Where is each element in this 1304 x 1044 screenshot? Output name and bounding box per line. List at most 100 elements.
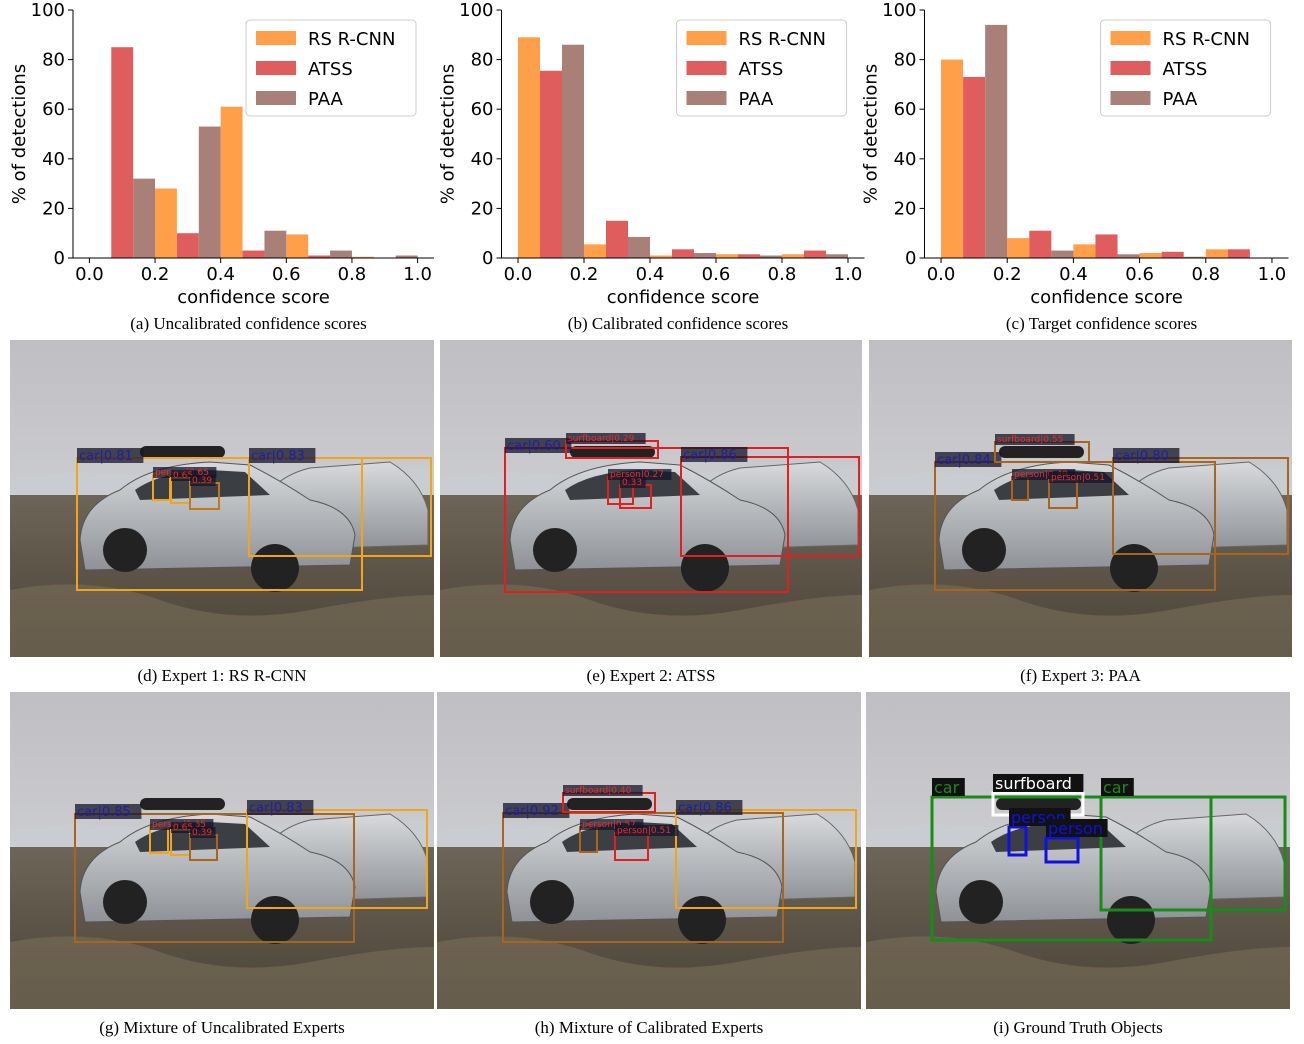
box-label-bg bbox=[77, 448, 144, 463]
bar bbox=[1117, 254, 1140, 258]
photo-wheel bbox=[962, 528, 1006, 572]
photo-panel: car|0.84 car|0.80 surfboard|0.55 person|0.4… bbox=[869, 340, 1292, 657]
bar bbox=[941, 59, 964, 258]
legend-swatch bbox=[1110, 61, 1151, 75]
x-tick-label: 1.0 bbox=[834, 264, 863, 285]
bounding-box bbox=[74, 813, 355, 943]
box-label: surfboard|0.40 bbox=[565, 786, 632, 796]
box-label-bg bbox=[505, 438, 572, 453]
box-label-bg bbox=[676, 800, 743, 815]
box-label-bg bbox=[1012, 469, 1076, 480]
photo-wheel bbox=[1107, 896, 1155, 944]
photo-panel: car|0.60 car|0.86 surfboard|0.29 person|0.2… bbox=[440, 340, 862, 657]
box-label: car|0.92 bbox=[505, 804, 559, 819]
bounding-box bbox=[504, 447, 789, 593]
bounding-box bbox=[1007, 825, 1028, 857]
bar bbox=[220, 106, 243, 258]
box-label: car|0.60 bbox=[507, 439, 561, 454]
bounding-box bbox=[1099, 795, 1287, 912]
box-label: car|0.83 bbox=[249, 801, 303, 816]
y-tick-label: 40 bbox=[471, 149, 494, 170]
bar bbox=[804, 250, 826, 258]
x-tick-label: 0.0 bbox=[75, 264, 104, 285]
box-label-bg bbox=[615, 825, 679, 836]
y-tick-label: 80 bbox=[42, 50, 65, 71]
box-label-bg bbox=[1113, 448, 1180, 463]
bar bbox=[308, 255, 331, 258]
box-label-bg bbox=[503, 803, 570, 818]
legend-label: PAA bbox=[308, 89, 344, 110]
x-tick-label: 0.8 bbox=[768, 264, 797, 285]
caption: (e) Expert 2: ATSS bbox=[587, 666, 716, 685]
bar bbox=[518, 37, 540, 258]
legend-label: ATSS bbox=[739, 59, 784, 80]
box-label-bg bbox=[608, 469, 672, 480]
x-tick-label: 0.0 bbox=[504, 264, 533, 285]
y-tick-label: 40 bbox=[894, 149, 917, 170]
legend-label: PAA bbox=[739, 89, 775, 110]
bar bbox=[1227, 249, 1250, 258]
y-axis-label: % of detections bbox=[438, 64, 459, 204]
bar bbox=[694, 253, 716, 258]
x-tick-label: 0.4 bbox=[1059, 264, 1088, 285]
photo-wheel bbox=[103, 880, 147, 924]
bounding-box bbox=[1112, 457, 1289, 555]
photo-roof-box bbox=[140, 446, 225, 458]
box-label: car|0.85 bbox=[77, 805, 131, 820]
box-label-bg bbox=[75, 804, 142, 819]
y-tick-label: 60 bbox=[471, 99, 494, 120]
box-label: car|0.83 bbox=[251, 449, 305, 464]
x-tick-label: 0.2 bbox=[141, 264, 170, 285]
photo-wheel bbox=[530, 880, 574, 924]
bar bbox=[562, 44, 584, 258]
photo-wheel bbox=[103, 528, 147, 572]
legend-swatch bbox=[686, 31, 727, 45]
photo-wheel bbox=[251, 544, 299, 592]
legend-swatch bbox=[1110, 31, 1151, 45]
bar bbox=[963, 76, 986, 259]
y-tick-label: 20 bbox=[894, 198, 917, 219]
bar bbox=[540, 70, 562, 258]
box-label-bg bbox=[190, 827, 216, 838]
box-label: person bbox=[1048, 819, 1103, 838]
bar bbox=[650, 255, 672, 258]
bar bbox=[1007, 238, 1030, 258]
photo-panel: car|0.92 car|0.86 surfboard|0.40 person|0.5… bbox=[437, 692, 861, 1009]
bar bbox=[716, 254, 738, 258]
photo-rock bbox=[869, 584, 1292, 657]
box-label-bg bbox=[171, 822, 197, 833]
bar bbox=[1029, 230, 1052, 258]
box-label: 0.65 bbox=[173, 471, 193, 481]
bar bbox=[985, 24, 1008, 258]
box-label-bg bbox=[995, 434, 1075, 445]
bar bbox=[198, 126, 221, 258]
x-tick-label: 0.6 bbox=[1125, 264, 1154, 285]
legend-swatch bbox=[256, 61, 296, 75]
x-tick-label: 0.4 bbox=[206, 264, 235, 285]
box-label-bg bbox=[1049, 472, 1113, 483]
photo-roof-box bbox=[996, 798, 1081, 810]
box-label-bg bbox=[566, 433, 646, 444]
box-label: person|0.51 bbox=[1051, 473, 1105, 483]
photo-roof-box bbox=[567, 798, 652, 810]
box-label-bg bbox=[993, 774, 1084, 792]
photo-roof-box bbox=[140, 798, 225, 810]
bar bbox=[628, 236, 650, 258]
bar bbox=[1161, 251, 1184, 258]
photo-wheel bbox=[251, 896, 299, 944]
box-label-bg bbox=[932, 778, 965, 796]
y-tick-label: 20 bbox=[42, 198, 65, 219]
legend-swatch bbox=[1110, 91, 1151, 105]
photo-rock bbox=[866, 936, 1290, 1009]
bar bbox=[133, 178, 156, 258]
y-tick-label: 0 bbox=[905, 248, 916, 269]
x-tick-label: 0.6 bbox=[702, 264, 731, 285]
y-tick-label: 0 bbox=[482, 248, 493, 269]
legend-label: ATSS bbox=[308, 59, 353, 80]
bar bbox=[760, 255, 782, 258]
bar bbox=[264, 230, 287, 258]
legend-label: PAA bbox=[1163, 89, 1199, 110]
caption: (a) Uncalibrated confidence scores bbox=[130, 314, 366, 333]
